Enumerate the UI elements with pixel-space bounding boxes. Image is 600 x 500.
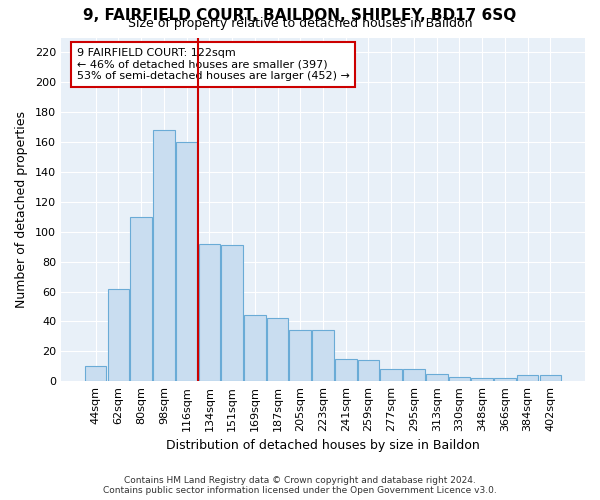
- Bar: [221, 245, 243, 381]
- X-axis label: Distribution of detached houses by size in Baildon: Distribution of detached houses by size …: [166, 440, 480, 452]
- Bar: [153, 130, 175, 381]
- Bar: [289, 330, 311, 381]
- Bar: [312, 330, 334, 381]
- Bar: [176, 142, 197, 381]
- Bar: [449, 376, 470, 381]
- Bar: [85, 366, 106, 381]
- Text: Size of property relative to detached houses in Baildon: Size of property relative to detached ho…: [128, 18, 472, 30]
- Bar: [380, 369, 402, 381]
- Bar: [517, 375, 538, 381]
- Bar: [403, 369, 425, 381]
- Bar: [426, 374, 448, 381]
- Bar: [494, 378, 516, 381]
- Bar: [199, 244, 220, 381]
- Bar: [107, 288, 129, 381]
- Text: 9, FAIRFIELD COURT, BAILDON, SHIPLEY, BD17 6SQ: 9, FAIRFIELD COURT, BAILDON, SHIPLEY, BD…: [83, 8, 517, 22]
- Bar: [267, 318, 289, 381]
- Text: Contains HM Land Registry data © Crown copyright and database right 2024.
Contai: Contains HM Land Registry data © Crown c…: [103, 476, 497, 495]
- Bar: [358, 360, 379, 381]
- Text: 9 FAIRFIELD COURT: 122sqm
← 46% of detached houses are smaller (397)
53% of semi: 9 FAIRFIELD COURT: 122sqm ← 46% of detac…: [77, 48, 350, 81]
- Bar: [335, 359, 356, 381]
- Bar: [472, 378, 493, 381]
- Y-axis label: Number of detached properties: Number of detached properties: [15, 111, 28, 308]
- Bar: [130, 217, 152, 381]
- Bar: [244, 316, 266, 381]
- Bar: [539, 375, 561, 381]
